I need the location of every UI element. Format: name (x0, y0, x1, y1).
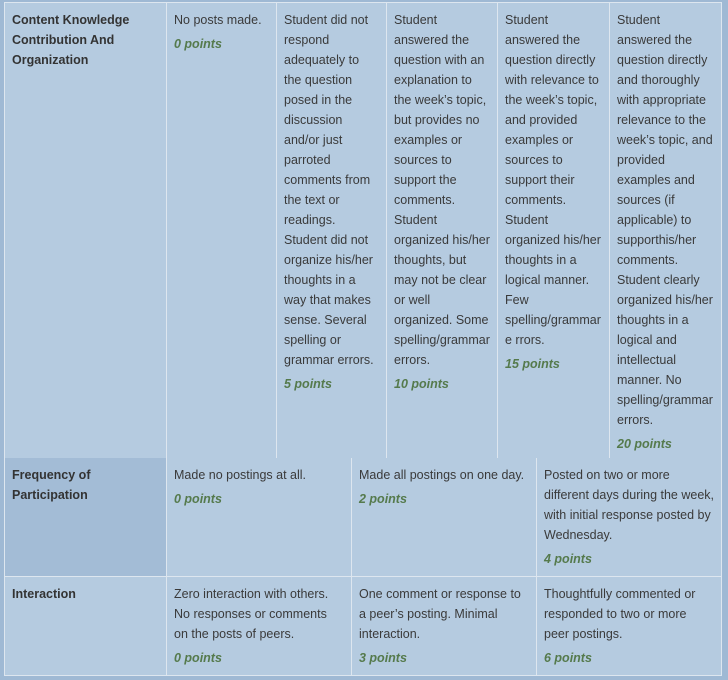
level-description: No posts made. (174, 13, 262, 27)
level-cell[interactable]: Made all postings on one day. 2 points (352, 458, 537, 577)
level-cell[interactable]: Student answered the question directly a… (610, 3, 722, 459)
level-cell[interactable]: No posts made. 0 points (167, 3, 277, 459)
level-cell[interactable]: Student answered the question directly w… (498, 3, 610, 459)
criterion-label: Content Knowledge Contribution And Organ… (12, 13, 130, 67)
level-description: Posted on two or more different days dur… (544, 468, 715, 542)
level-description: Zero interaction with others. No respons… (174, 587, 329, 641)
level-cell[interactable]: Student did not respond adequately to th… (277, 3, 387, 459)
rubric-row-content-knowledge: Content Knowledge Contribution And Organ… (4, 2, 722, 459)
level-points: 0 points (174, 37, 222, 51)
level-cell[interactable]: Made no postings at all. 0 points (167, 458, 352, 577)
level-description: Made all postings on one day. (359, 468, 525, 482)
level-cell[interactable]: One comment or response to a peer’s post… (352, 577, 537, 676)
level-description: Student answered the question directly a… (617, 13, 713, 427)
level-description: Thoughtfully commented or responded to t… (544, 587, 696, 641)
level-cell[interactable]: Student answered the question with an ex… (387, 3, 498, 459)
level-points: 20 points (617, 437, 672, 451)
level-description: Student did not respond adequately to th… (284, 13, 374, 367)
level-points: 6 points (544, 651, 592, 665)
criterion-cell: Interaction (4, 577, 167, 676)
rubric-row-frequency: Frequency of Participation Made no posti… (4, 458, 722, 577)
level-points: 0 points (174, 651, 222, 665)
criterion-cell: Frequency of Participation (4, 458, 167, 577)
level-description: Student answered the question directly w… (505, 13, 601, 347)
level-description: Student answered the question with an ex… (394, 13, 490, 367)
level-points: 10 points (394, 377, 449, 391)
criterion-cell: Content Knowledge Contribution And Organ… (4, 3, 167, 459)
level-cell[interactable]: Thoughtfully commented or responded to t… (537, 577, 722, 676)
level-points: 2 points (359, 492, 407, 506)
criterion-label: Frequency of Participation (12, 468, 91, 502)
level-points: 0 points (174, 492, 222, 506)
criterion-label: Interaction (12, 587, 76, 601)
level-cell[interactable]: Posted on two or more different days dur… (537, 458, 722, 577)
level-points: 3 points (359, 651, 407, 665)
rubric-row-interaction: Interaction Zero interaction with others… (4, 577, 722, 676)
level-points: 4 points (544, 552, 592, 566)
level-points: 15 points (505, 357, 560, 371)
level-description: Made no postings at all. (174, 468, 307, 482)
level-description: One comment or response to a peer’s post… (359, 587, 521, 641)
level-cell[interactable]: Zero interaction with others. No respons… (167, 577, 352, 676)
level-points: 5 points (284, 377, 332, 391)
